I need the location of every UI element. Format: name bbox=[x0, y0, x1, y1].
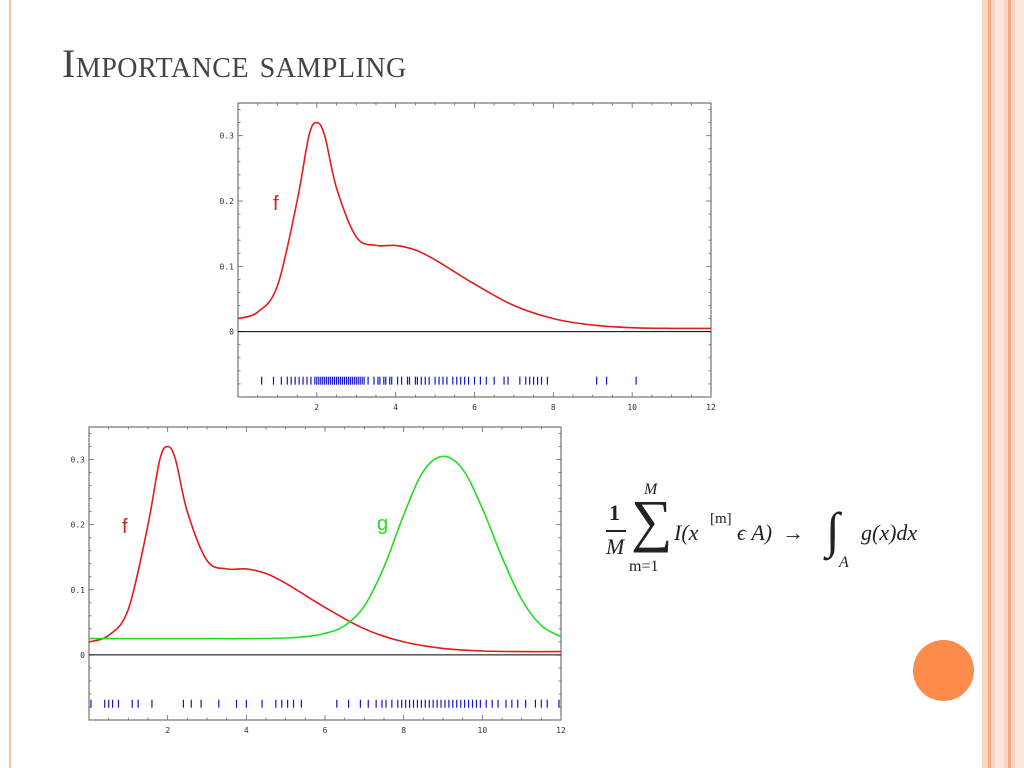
sum-lower-limit: m=1 bbox=[629, 558, 659, 575]
sum-symbol: ∑ bbox=[631, 488, 673, 553]
fraction-numerator: 1 bbox=[609, 500, 620, 525]
x-tick-label: 4 bbox=[393, 403, 398, 412]
right-band-stripe-3 bbox=[1008, 0, 1011, 768]
x-tick-label: 12 bbox=[556, 726, 566, 735]
x-tick-label: 8 bbox=[551, 403, 556, 412]
x-tick-label: 2 bbox=[165, 726, 170, 735]
right-band-stripe-4 bbox=[1015, 0, 1024, 768]
y-tick-label: 0.3 bbox=[71, 456, 86, 465]
right-band-stripe-2 bbox=[995, 0, 1004, 768]
left-rule bbox=[9, 0, 11, 768]
integrand: g(x)dx bbox=[861, 520, 918, 545]
importance-sampling-formula: 1 M M ∑ m=1 I(x [m] ϵ A) → ∫ A g(x)dx bbox=[606, 478, 966, 578]
y-tick-label: 0 bbox=[80, 651, 85, 660]
y-tick-label: 0.2 bbox=[71, 521, 86, 530]
y-tick-label: 0.2 bbox=[220, 197, 235, 206]
plot-frame bbox=[237, 102, 712, 398]
x-tick-label: 12 bbox=[706, 403, 716, 412]
x-tick-label: 10 bbox=[478, 726, 488, 735]
plot-frame bbox=[88, 426, 562, 721]
x-tick-label: 6 bbox=[472, 403, 477, 412]
summand-superscript: [m] bbox=[710, 511, 732, 527]
y-tick-label: 0 bbox=[229, 328, 234, 337]
y-tick-label: 0.3 bbox=[220, 132, 235, 141]
fraction-denominator: M bbox=[606, 534, 625, 559]
summand: I(x bbox=[674, 520, 699, 545]
curve-label-g: g bbox=[377, 513, 388, 535]
decorative-orange-dot bbox=[913, 640, 974, 701]
curve-g bbox=[89, 455, 562, 640]
slide-title: Importance sampling bbox=[62, 41, 407, 86]
x-tick-label: 10 bbox=[627, 403, 637, 412]
curve-label-f: f bbox=[122, 516, 128, 538]
x-tick-label: 8 bbox=[401, 726, 406, 735]
curve-label-f: f bbox=[273, 193, 279, 215]
fraction-bar bbox=[606, 530, 626, 532]
x-tick-label: 6 bbox=[323, 726, 328, 735]
right-band-stripe-1 bbox=[988, 0, 991, 768]
integral-symbol: ∫ bbox=[826, 502, 840, 558]
summand-rest: ϵ A) bbox=[737, 520, 773, 545]
curve-f bbox=[88, 445, 562, 653]
x-tick-label: 2 bbox=[314, 403, 319, 412]
curve-f bbox=[237, 121, 712, 330]
x-tick-label: 4 bbox=[244, 726, 249, 735]
y-tick-label: 0.1 bbox=[220, 262, 235, 271]
y-tick-label: 0.1 bbox=[71, 586, 86, 595]
limit-arrow: → bbox=[782, 520, 804, 545]
integral-subscript: A bbox=[839, 554, 849, 571]
sum-upper-limit: M bbox=[644, 481, 658, 498]
